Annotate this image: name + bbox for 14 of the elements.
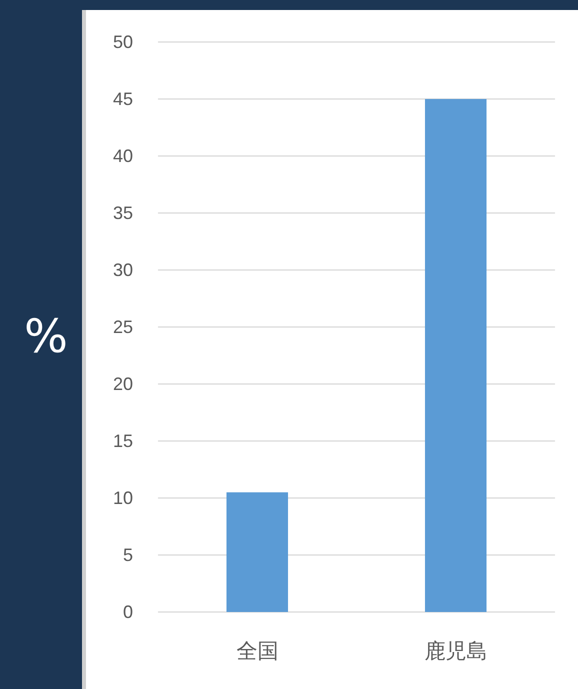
x-tick-label: 全国	[236, 639, 278, 663]
y-tick-label: 20	[112, 374, 133, 394]
y-tick-label: 5	[122, 545, 133, 565]
y-tick-label: 35	[112, 203, 133, 223]
y-tick-label: 30	[112, 260, 133, 280]
y-tick-label: 15	[112, 431, 133, 451]
y-tick-label: 50	[112, 32, 133, 52]
y-tick-label: 25	[112, 317, 133, 337]
y-tick-label: 0	[122, 602, 133, 622]
y-tick-label: 10	[112, 488, 133, 508]
x-tick-label: 鹿児島	[424, 639, 488, 663]
y-axis-title: %	[24, 309, 68, 363]
y-tick-label: 40	[112, 146, 133, 166]
y-tick-label: 45	[112, 89, 133, 109]
